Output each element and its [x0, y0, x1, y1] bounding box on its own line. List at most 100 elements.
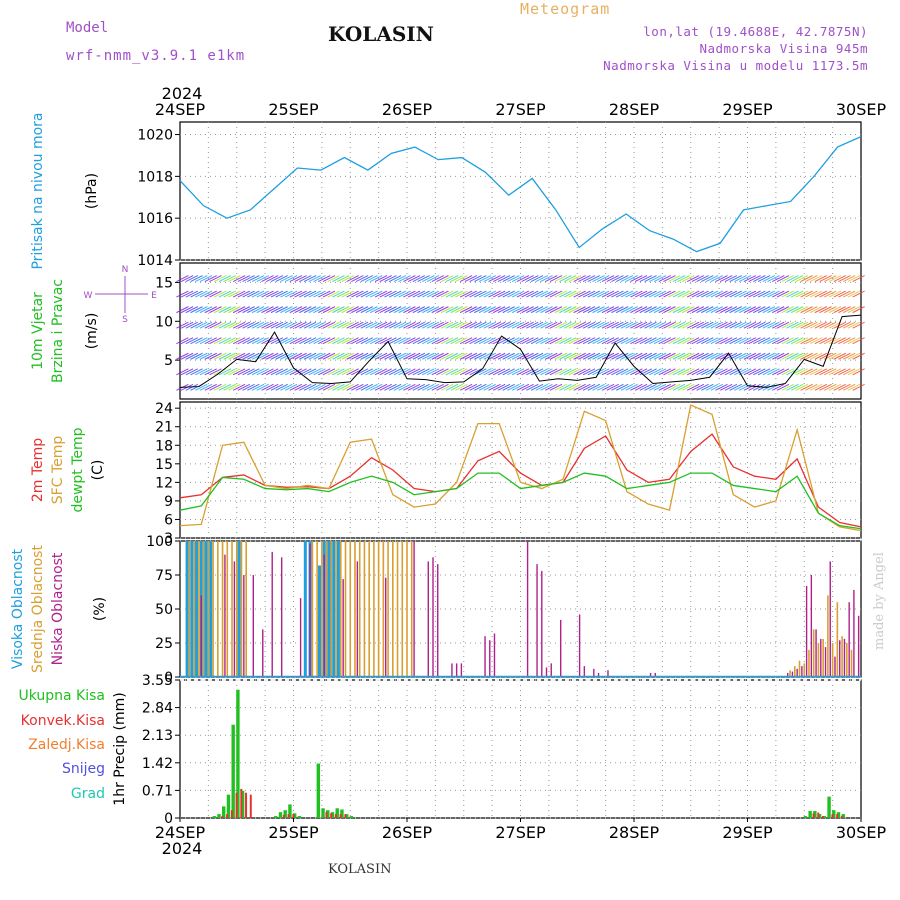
wind-barb: [838, 321, 851, 329]
pressure-line: [179, 136, 862, 253]
wind-barb: [318, 306, 331, 314]
cloud-bar: [382, 541, 385, 677]
temp-ylabel: (C): [90, 460, 106, 481]
cloud-bar: [808, 649, 810, 677]
wind-barb: [597, 352, 610, 360]
wind-barb: [753, 352, 766, 360]
wind-barb: [332, 275, 345, 282]
wind-barb: [644, 352, 657, 360]
wind-barb: [370, 275, 383, 282]
precip-bar: [230, 810, 233, 818]
wind-barb: [289, 306, 303, 314]
wind-barb: [308, 337, 322, 345]
precip-bar: [330, 812, 335, 818]
y-tick-label: 24: [155, 401, 173, 417]
precip-bar: [349, 816, 354, 818]
wind-barb: [649, 321, 662, 329]
wind-barb: [407, 337, 421, 345]
wind-barb: [606, 321, 619, 329]
cloud-bar: [801, 666, 803, 677]
wind-barb: [478, 290, 492, 298]
wind-barb: [445, 275, 459, 282]
wind-barb: [313, 383, 326, 391]
wind-barb: [809, 321, 823, 329]
wind-barb: [388, 337, 402, 345]
cloud-bar: [339, 541, 342, 677]
wind-barb: [327, 337, 340, 345]
wind-barb: [204, 290, 217, 298]
cloud-bar: [850, 649, 853, 677]
wind-barb: [563, 321, 577, 329]
wind-barb: [407, 321, 421, 329]
wind-barb: [195, 383, 208, 391]
wind-barb: [308, 275, 322, 282]
wind-barb: [658, 352, 671, 360]
wind-barb: [488, 306, 501, 314]
wind-barb: [237, 275, 251, 282]
wind-barb: [393, 337, 407, 345]
top-date-label: 25SEP: [268, 100, 319, 119]
wind-barb: [842, 275, 856, 282]
wind-barb: [497, 337, 511, 345]
wind-barb: [677, 352, 690, 360]
wind-barb: [715, 352, 728, 360]
wind-barb: [748, 337, 761, 345]
wind-barb: [199, 368, 213, 376]
wind-barb: [195, 352, 208, 360]
wind-barb: [213, 321, 227, 329]
wind-barb: [511, 352, 525, 360]
wind-barb: [422, 352, 435, 360]
wind-barb: [280, 306, 293, 314]
wind-barb: [691, 321, 705, 329]
cloud-bar: [848, 602, 850, 677]
wind-barb: [360, 321, 374, 329]
wind-barb: [653, 306, 667, 314]
model-elevation-label: Nadmorska Visina u modelu 1173.5m: [603, 58, 868, 73]
wind-barb: [422, 368, 435, 376]
wind-barb: [819, 290, 832, 298]
wind-barb: [336, 275, 350, 282]
wind-barb: [606, 383, 619, 391]
wind-barb: [455, 306, 468, 314]
wind-barb: [450, 337, 463, 345]
wind-barb: [767, 352, 780, 360]
precip-bar: [813, 811, 817, 818]
wind-barb: [677, 321, 690, 329]
wind-barb: [374, 290, 388, 298]
wind-barb: [634, 290, 648, 298]
wind-barb: [653, 352, 667, 360]
wind-barb: [431, 383, 444, 391]
wind-barb: [715, 275, 728, 282]
wind-barb: [710, 306, 723, 314]
wind-barb: [715, 383, 728, 391]
precip-bar: [836, 814, 839, 818]
wind-barb: [852, 368, 865, 376]
wind-barb: [833, 306, 846, 314]
wind-barb: [800, 321, 813, 329]
wind-barb: [625, 337, 638, 345]
wind-barb: [261, 275, 274, 282]
wind-barb: [275, 275, 288, 282]
wind-barb: [630, 352, 643, 360]
wind-barb: [549, 352, 563, 360]
wind-barb: [663, 275, 676, 282]
wind-barb: [781, 383, 794, 391]
wind-barb: [734, 321, 747, 329]
wind-barb: [426, 306, 440, 314]
bottom-year-label: 2024: [162, 839, 203, 858]
y-tick-label: 9: [164, 494, 173, 510]
wind-barb: [578, 275, 591, 282]
wind-barb: [582, 368, 596, 376]
wind-barb: [223, 275, 236, 282]
wind-barb: [573, 352, 586, 360]
bottom-date-label: 25SEP: [268, 823, 319, 842]
wind-barb: [403, 306, 416, 314]
wind-barb: [511, 337, 525, 345]
wind-barb: [488, 337, 501, 345]
wind-barb: [502, 321, 515, 329]
cloud-bar: [354, 541, 356, 677]
wind-barb: [568, 321, 582, 329]
wind-barb: [199, 290, 213, 298]
wind-barb: [388, 275, 402, 282]
wind-barb: [530, 321, 544, 329]
